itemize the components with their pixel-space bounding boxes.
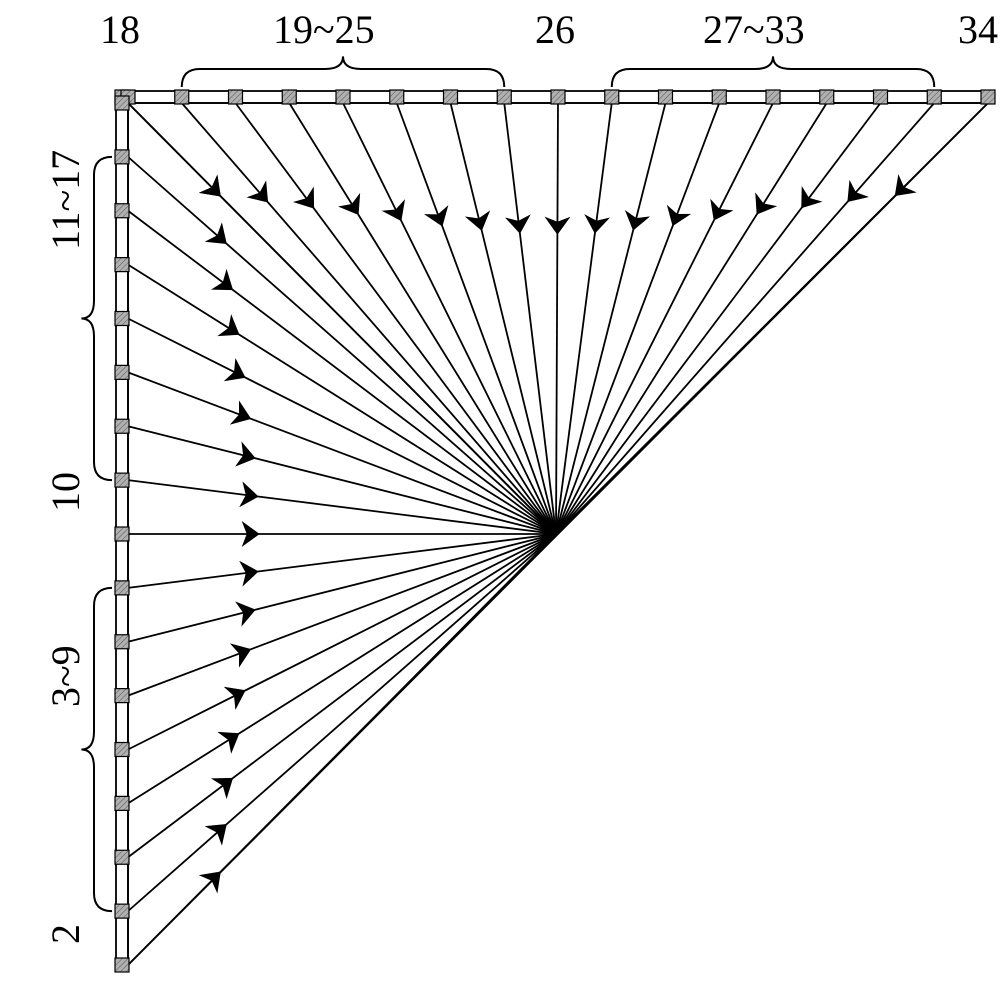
reference-sample <box>497 90 511 104</box>
axis-label: 2 <box>42 924 89 944</box>
reference-sample <box>115 635 129 649</box>
axis-label: 34 <box>958 6 998 53</box>
left-bracket <box>81 588 112 911</box>
top-bracket <box>182 56 505 87</box>
reference-sample <box>605 90 619 104</box>
reference-sample <box>551 90 565 104</box>
reference-sample <box>115 796 129 810</box>
axis-label: 18 <box>100 6 140 53</box>
reference-sample <box>115 96 129 110</box>
reference-sample <box>115 365 129 379</box>
reference-sample <box>981 90 995 104</box>
reference-sample <box>927 90 941 104</box>
intra-prediction-diagram <box>0 0 1000 990</box>
reference-sample <box>820 90 834 104</box>
reference-sample <box>115 204 129 218</box>
reference-sample <box>175 90 189 104</box>
axis-label: 19~25 <box>273 6 375 53</box>
reference-sample <box>115 850 129 864</box>
reference-sample <box>115 150 129 164</box>
reference-sample <box>336 90 350 104</box>
axis-label: 3~9 <box>42 645 89 707</box>
axis-label: 10 <box>42 472 89 512</box>
reference-sample <box>115 958 129 972</box>
reference-sample <box>229 90 243 104</box>
reference-sample <box>115 312 129 326</box>
axis-label: 27~33 <box>703 6 805 53</box>
axis-label: 26 <box>535 6 575 53</box>
reference-sample <box>115 904 129 918</box>
reference-sample <box>115 689 129 703</box>
reference-sample <box>115 581 129 595</box>
reference-sample <box>390 90 404 104</box>
reference-sample <box>282 90 296 104</box>
reference-sample <box>874 90 888 104</box>
reference-sample <box>766 90 780 104</box>
axis-label: 11~17 <box>42 150 89 250</box>
reference-sample <box>659 90 673 104</box>
reference-sample <box>712 90 726 104</box>
top-bracket <box>612 56 935 87</box>
reference-sample <box>444 90 458 104</box>
reference-sample <box>115 473 129 487</box>
reference-sample <box>115 419 129 433</box>
reference-sample <box>115 527 129 541</box>
reference-sample <box>115 258 129 272</box>
reference-sample <box>115 743 129 757</box>
